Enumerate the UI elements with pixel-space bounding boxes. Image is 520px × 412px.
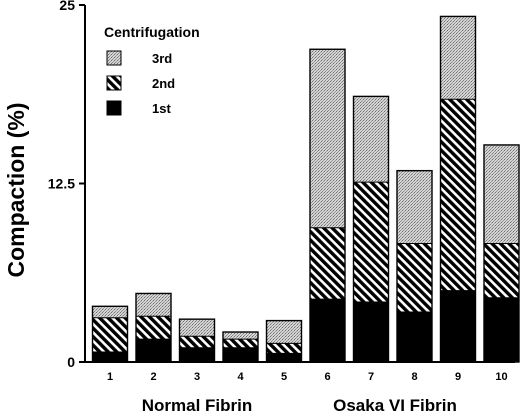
x-tick-label-6: 6 <box>324 371 330 383</box>
bar-1-3rd <box>92 306 128 318</box>
bar-9-3rd <box>440 16 476 100</box>
x-tick-label-4: 4 <box>237 371 244 383</box>
x-tick-label-2: 2 <box>150 371 156 383</box>
x-tick-label-9: 9 <box>455 371 461 383</box>
y-tick-label-0: 0 <box>67 354 75 370</box>
bar-3-3rd <box>179 319 215 337</box>
x-tick-label-8: 8 <box>411 371 417 383</box>
bar-7-3rd <box>353 96 389 183</box>
bar-7-2nd <box>353 182 389 303</box>
bar-3-1st <box>179 347 215 362</box>
legend-label-3rd: 3rd <box>152 51 172 66</box>
x-tick-label-7: 7 <box>368 371 374 383</box>
y-tick-label-1: 12.5 <box>48 176 75 192</box>
bar-4-1st <box>223 347 258 362</box>
bar-2-1st <box>136 339 171 362</box>
bar-4-2nd <box>223 339 258 348</box>
x-tick-label-10: 10 <box>495 371 507 383</box>
bar-8-3rd <box>397 170 432 244</box>
legend-swatch-2nd <box>106 75 122 91</box>
group-label-normal-fibrin: Normal Fibrin <box>142 396 253 412</box>
bar-6-3rd <box>310 49 345 228</box>
bar-10-3rd <box>484 144 519 244</box>
plot-area <box>91 15 520 363</box>
bar-7-1st <box>353 302 389 362</box>
bar-2-2nd <box>136 316 171 340</box>
bar-1-1st <box>92 352 128 362</box>
bar-10-2nd <box>484 243 519 298</box>
x-tick-label-1: 1 <box>107 371 113 383</box>
group-label-osaka-vi-fibrin: Osaka VI Fibrin <box>333 396 457 412</box>
x-tick-label-3: 3 <box>194 371 200 383</box>
bar-8-2nd <box>397 243 432 313</box>
legend: Centrifugation 3rd 2nd 1st <box>104 24 200 116</box>
bar-10-1st <box>484 297 519 362</box>
y-axis-title: Compaction (%) <box>3 102 29 277</box>
bar-6-2nd <box>310 227 345 300</box>
bar-5-3rd <box>266 320 302 344</box>
legend-label-2nd: 2nd <box>152 76 175 91</box>
bar-9-1st <box>440 290 476 362</box>
bar-2-3rd <box>136 293 171 317</box>
bar-8-1st <box>397 312 432 362</box>
legend-swatch-1st <box>106 100 122 116</box>
legend-label-1st: 1st <box>152 101 171 116</box>
bar-6-1st <box>310 299 345 362</box>
legend-title: Centrifugation <box>104 24 200 40</box>
bar-4-3rd <box>223 332 258 340</box>
bar-3-2nd <box>179 336 215 348</box>
bar-1-2nd <box>92 317 128 353</box>
bar-9-2nd <box>440 99 476 291</box>
y-tick-label-2: 25 <box>59 0 75 13</box>
legend-swatch-3rd <box>106 50 122 66</box>
x-tick-label-5: 5 <box>281 371 287 383</box>
bar-5-2nd <box>266 343 302 354</box>
bar-5-1st <box>266 353 302 362</box>
